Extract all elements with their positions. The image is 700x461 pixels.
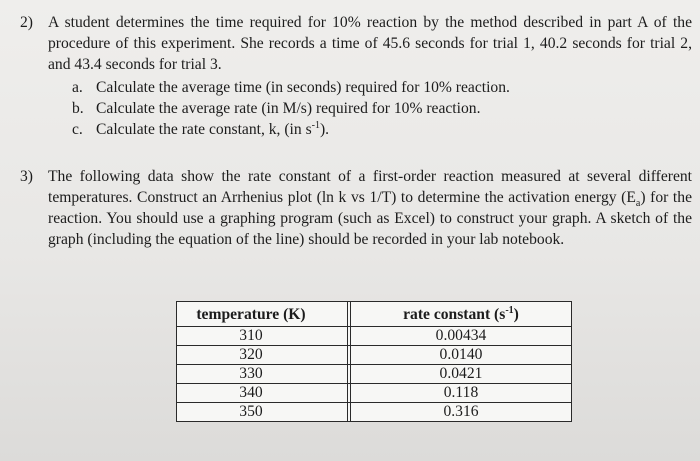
question-2-parts: a. Calculate the average time (in second… bbox=[48, 77, 692, 140]
rate-cell: 0.316 bbox=[350, 402, 572, 422]
question-3-number: 3) bbox=[20, 168, 33, 185]
rate-cell: 0.0140 bbox=[350, 345, 572, 365]
question-2-part-b: b. Calculate the average rate (in M/s) r… bbox=[72, 100, 481, 117]
table-row: 340 0.118 bbox=[176, 383, 572, 403]
temperature-cell: 320 bbox=[176, 345, 348, 365]
table-row: 350 0.316 bbox=[176, 402, 572, 422]
table-row: 320 0.0140 bbox=[176, 345, 572, 365]
temperature-cell: 340 bbox=[176, 383, 348, 403]
table-row: 310 0.00434 bbox=[176, 326, 572, 346]
table-row: 330 0.0421 bbox=[176, 364, 572, 384]
question-3-text: The following data show the rate constan… bbox=[48, 168, 692, 248]
question-2-number: 2) bbox=[20, 14, 33, 31]
rate-cell: 0.0421 bbox=[350, 364, 572, 384]
header-rate-constant: rate constant (s-1) bbox=[350, 301, 572, 327]
table-header-row: temperature (K) rate constant (s-1) bbox=[176, 301, 572, 327]
rate-cell: 0.00434 bbox=[350, 326, 572, 346]
rate-cell: 0.118 bbox=[350, 383, 572, 403]
question-2-part-a: a. Calculate the average time (in second… bbox=[72, 79, 510, 96]
question-2-part-c: c. Calculate the rate constant, k, (in s… bbox=[72, 119, 330, 138]
temperature-cell: 350 bbox=[176, 402, 348, 422]
rate-constant-table: temperature (K) rate constant (s-1) 310 … bbox=[176, 301, 572, 422]
temperature-cell: 310 bbox=[176, 326, 348, 346]
header-temperature: temperature (K) bbox=[176, 301, 348, 327]
question-3: 3) The following data show the rate cons… bbox=[20, 166, 692, 250]
question-2-intro: A student determines the time required f… bbox=[48, 14, 692, 73]
temperature-cell: 330 bbox=[176, 364, 348, 384]
question-2: 2) A student determines the time require… bbox=[20, 12, 692, 140]
